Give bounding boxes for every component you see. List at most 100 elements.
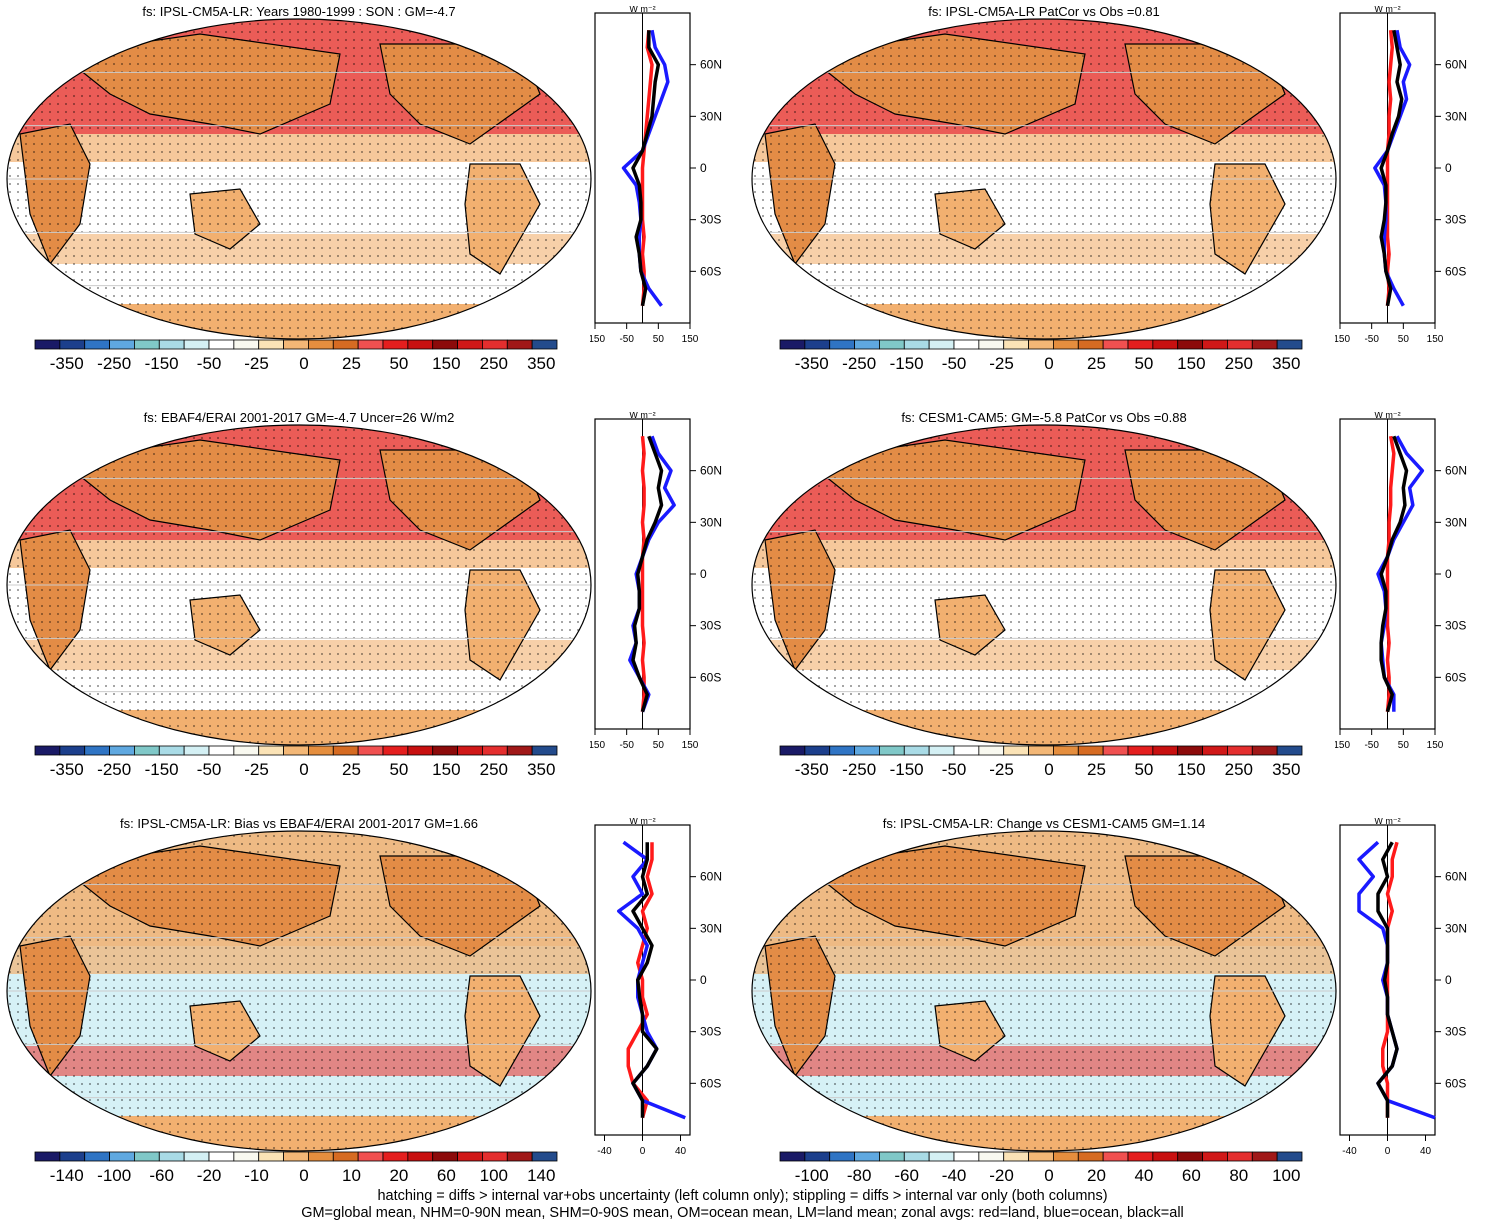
colorbar-swatch <box>1251 1151 1278 1162</box>
colorbar-label: 20 <box>1087 1166 1106 1185</box>
lat-label: 30S <box>700 1025 721 1039</box>
map-border <box>751 424 1337 746</box>
colorbar-swatch <box>779 339 806 350</box>
colorbar-swatch <box>357 1151 384 1162</box>
colorbar-label: -150 <box>890 760 924 779</box>
colorbar-swatch <box>1152 1151 1179 1162</box>
colorbar-label: -25 <box>244 354 269 373</box>
colorbar-label: 25 <box>342 354 361 373</box>
colorbar-swatch <box>208 745 235 756</box>
zonal-units: W m⁻² <box>1374 6 1400 14</box>
colorbar-swatch <box>854 745 880 756</box>
lat-label: 30N <box>1445 515 1467 529</box>
colorbar-label: 0 <box>1044 354 1053 373</box>
colorbar-swatch <box>1276 1151 1303 1162</box>
colorbar-label: 20 <box>389 1166 408 1185</box>
colorbar-swatch <box>258 1151 284 1162</box>
global-map <box>751 830 1337 1152</box>
colorbar-label: -140 <box>50 1166 84 1185</box>
colorbar-swatch <box>407 339 434 350</box>
colorbar-label: -50 <box>942 760 967 779</box>
lat-label: 60N <box>1445 58 1467 72</box>
colorbar-label: 40 <box>1134 1166 1153 1185</box>
colorbar-swatch <box>978 339 1005 350</box>
colorbar-swatch <box>879 745 905 756</box>
colorbar-swatch <box>978 1151 1005 1162</box>
colorbar-label: -25 <box>989 760 1014 779</box>
colorbar-swatch <box>158 745 185 756</box>
colorbar-swatch <box>1053 745 1079 756</box>
colorbar-swatch <box>928 339 955 350</box>
colorbar-swatch <box>1127 745 1154 756</box>
colorbar-swatch <box>357 745 384 756</box>
colorbar-swatch <box>1276 339 1303 350</box>
colorbar: -350 -250 -150 -50 -25 0 25 50 150 250 350 <box>34 339 558 373</box>
colorbar-swatch <box>382 339 409 350</box>
map-border <box>6 424 592 746</box>
lat-label: 0 <box>700 973 707 987</box>
colorbar-swatch <box>1003 745 1029 756</box>
colorbar-swatch <box>903 339 930 350</box>
lat-label: 30N <box>1445 109 1467 123</box>
colorbar-swatch <box>903 1151 930 1162</box>
colorbar-swatch <box>308 339 334 350</box>
x-tick-label: 40 <box>1420 1146 1432 1157</box>
colorbar-label: 350 <box>527 354 555 373</box>
colorbar-label: 60 <box>1182 1166 1201 1185</box>
map-field <box>752 425 1336 745</box>
colorbar-swatch <box>1251 339 1278 350</box>
zonal-series-land <box>640 30 654 306</box>
colorbar-label: 350 <box>1272 354 1300 373</box>
colorbar-swatch <box>1127 1151 1154 1162</box>
colorbar-swatch <box>283 745 309 756</box>
footer-note-1: hatching = diffs > internal var+obs unce… <box>377 1188 1108 1204</box>
lat-label: 30N <box>700 109 722 123</box>
zonal-units: W m⁻² <box>1374 412 1400 420</box>
colorbar-swatch <box>84 1151 110 1162</box>
colorbar-swatch <box>1227 745 1253 756</box>
colorbar-swatch <box>1251 745 1278 756</box>
colorbar-swatch <box>779 745 806 756</box>
colorbar-swatch <box>134 339 160 350</box>
colorbar-swatch <box>1202 339 1228 350</box>
colorbar-swatch <box>183 339 210 350</box>
x-tick-label: 150 <box>682 334 699 345</box>
colorbar-label: 25 <box>1087 760 1106 779</box>
colorbar-swatch <box>59 745 86 756</box>
x-tick-label: 150 <box>1427 740 1444 751</box>
colorbar-swatch <box>829 1151 855 1162</box>
map-border <box>6 830 592 1152</box>
x-tick-label: -50 <box>619 740 634 751</box>
map-border <box>751 830 1337 1152</box>
zonal-series-land <box>1385 30 1394 306</box>
map-field <box>752 831 1336 1151</box>
colorbar-swatch <box>134 1151 160 1162</box>
colorbar-label: 150 <box>1177 760 1205 779</box>
colorbar-swatch <box>1053 1151 1079 1162</box>
colorbar-swatch <box>283 339 309 350</box>
colorbar-swatch <box>1028 1151 1054 1162</box>
colorbar-swatch <box>407 1151 434 1162</box>
panel-title: fs: EBAF4/ERAI 2001-2017 GM=-4.7 Uncer=2… <box>143 410 455 425</box>
colorbar-swatch <box>1102 1151 1129 1162</box>
lat-label: 60S <box>1445 1076 1466 1090</box>
zonal-mean-plot: W m⁻² 60N 30N 0 30S 60S -150 -50 50 150 <box>590 412 722 751</box>
colorbar-swatch <box>482 745 508 756</box>
zonal-mean-plot: W m⁻² 60N 30N 0 30S 60S -40 0 40 <box>1339 818 1467 1157</box>
colorbar-swatch <box>457 1151 483 1162</box>
colorbar-label: 50 <box>389 354 408 373</box>
panel-title: fs: IPSL-CM5A-LR PatCor vs Obs =0.81 <box>928 4 1160 19</box>
colorbar-swatch <box>407 745 434 756</box>
lat-label: 30S <box>1445 213 1466 227</box>
colorbar: -350 -250 -150 -50 -25 0 25 50 150 250 350 <box>34 745 558 779</box>
colorbar-swatch <box>432 1151 458 1162</box>
colorbar-swatch <box>506 1151 533 1162</box>
colorbar-label: 350 <box>527 760 555 779</box>
colorbar-swatch <box>804 745 831 756</box>
colorbar-swatch <box>1152 339 1179 350</box>
colorbar-label: 140 <box>527 1166 555 1185</box>
colorbar-swatch <box>258 339 284 350</box>
x-tick-label: -40 <box>1342 1146 1357 1157</box>
lat-label: 0 <box>1445 567 1452 581</box>
colorbar-swatch <box>432 339 458 350</box>
